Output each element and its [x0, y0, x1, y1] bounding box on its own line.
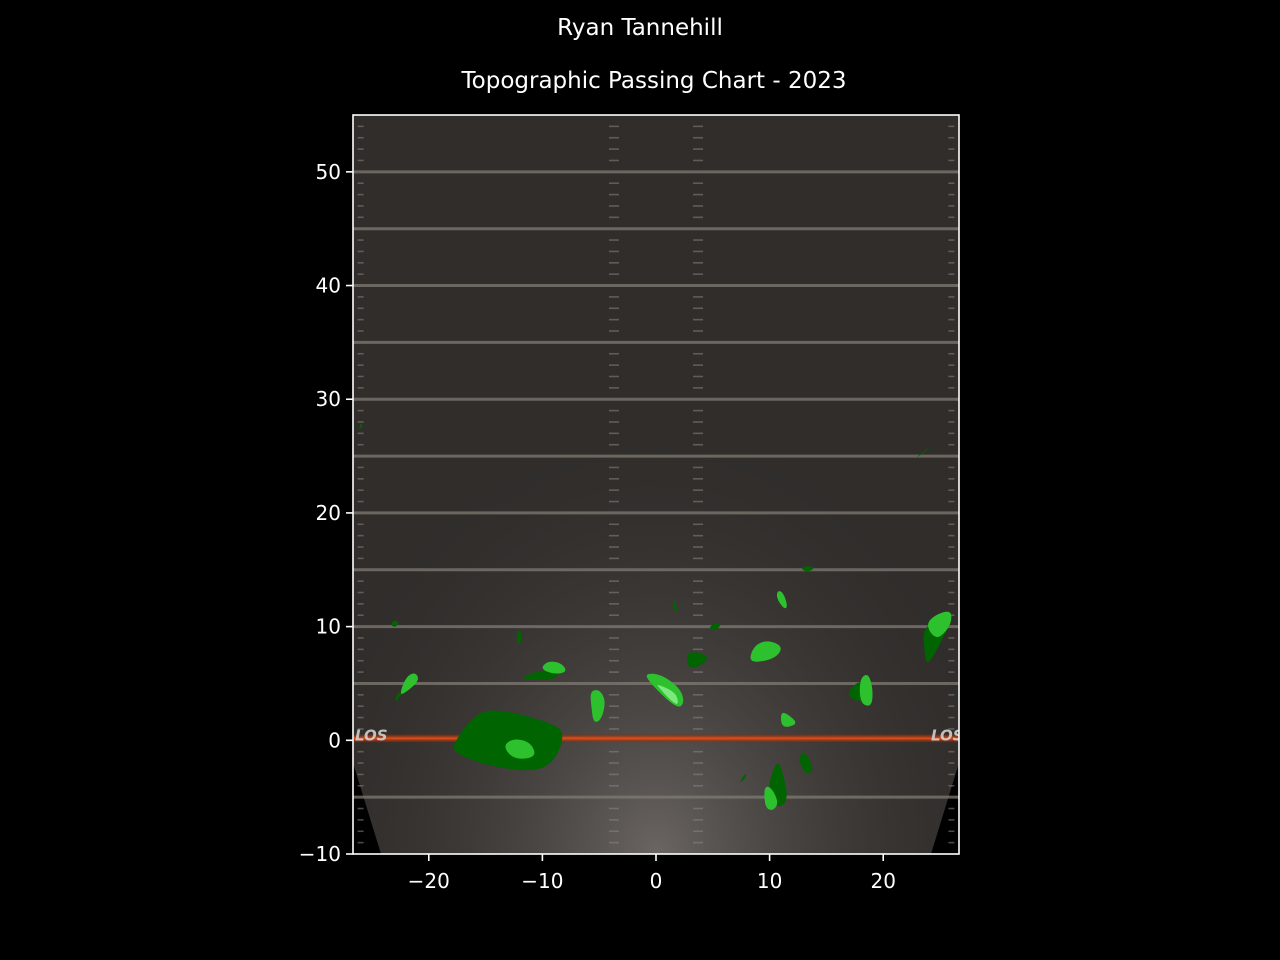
- los-label-right: LOS: [931, 726, 964, 744]
- y-tick-label: 10: [316, 615, 341, 639]
- y-tick-label: 20: [316, 501, 341, 525]
- x-axis: −20 −10 0 10 20: [408, 854, 896, 893]
- los-label-left: LOS: [355, 726, 388, 744]
- x-tick-label: −10: [521, 869, 563, 893]
- field-markings: LOS LOS: [353, 115, 964, 854]
- contour-region-level-1: [391, 620, 399, 627]
- x-tick-label: 10: [757, 869, 782, 893]
- contour-region-level-1: [516, 630, 522, 644]
- contour-region-level-2: [750, 641, 781, 662]
- y-tick-label: 30: [316, 387, 341, 411]
- contour-region-level-1: [916, 447, 930, 458]
- contour-region-level-1: [800, 752, 813, 774]
- contour-layer: [358, 423, 952, 810]
- contour-region-level-1: [453, 710, 563, 771]
- contour-region-level-1: [740, 773, 746, 782]
- line-of-scrimmage: [353, 734, 959, 743]
- y-axis: −10 0 10 20 30 40 50: [299, 160, 353, 866]
- x-tick-label: 0: [650, 869, 663, 893]
- contour-region-level-2: [400, 673, 418, 694]
- contour-region-level-1: [358, 423, 363, 429]
- contour-region-level-2: [859, 674, 873, 706]
- y-tick-label: −10: [299, 842, 341, 866]
- contour-region-level-1: [710, 622, 721, 631]
- contour-region-level-2: [505, 739, 535, 759]
- figure-suptitle: Ryan Tannehill: [557, 15, 723, 41]
- x-tick-label: −20: [408, 869, 450, 893]
- contour-region-level-2: [776, 591, 787, 609]
- field-glow: [353, 115, 959, 854]
- contour-region-level-2: [764, 786, 778, 810]
- y-tick-label: 50: [316, 160, 341, 184]
- contour-region-level-1: [523, 670, 558, 681]
- contour-region-level-2: [928, 611, 952, 638]
- x-tick-label: 20: [870, 869, 895, 893]
- contour-region-level-3: [657, 684, 678, 704]
- contour-region-level-2: [780, 712, 796, 727]
- contour-region-level-1: [672, 600, 678, 612]
- contour-region-level-1: [802, 566, 814, 572]
- contour-region-level-2: [590, 690, 605, 722]
- y-tick-label: 0: [328, 728, 341, 752]
- y-tick-label: 40: [316, 274, 341, 298]
- contour-region-level-1: [687, 652, 708, 668]
- chart-title: Topographic Passing Chart - 2023: [461, 68, 847, 94]
- contour-region-level-2: [542, 661, 566, 674]
